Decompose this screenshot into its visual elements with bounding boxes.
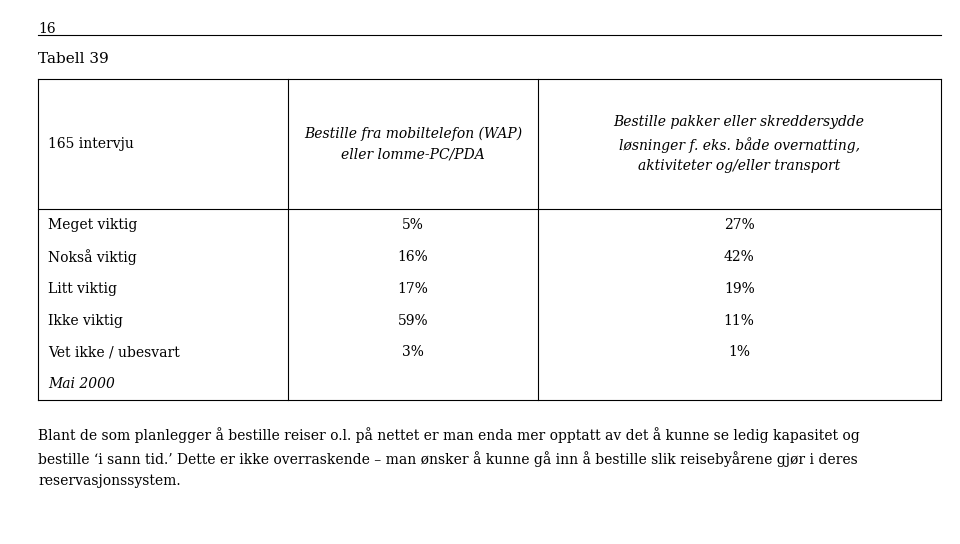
- Text: 165 intervju: 165 intervju: [48, 137, 133, 151]
- Text: 27%: 27%: [724, 218, 755, 232]
- Text: Litt viktig: Litt viktig: [48, 282, 117, 296]
- Text: 16%: 16%: [397, 250, 428, 264]
- Text: Vet ikke / ubesvart: Vet ikke / ubesvart: [48, 345, 180, 359]
- Text: 11%: 11%: [724, 313, 755, 327]
- Text: 17%: 17%: [397, 282, 428, 296]
- Text: Meget viktig: Meget viktig: [48, 218, 137, 232]
- Text: Ikke viktig: Ikke viktig: [48, 313, 123, 327]
- Text: 16: 16: [38, 22, 56, 36]
- Text: 19%: 19%: [724, 282, 755, 296]
- Text: 1%: 1%: [729, 345, 750, 359]
- Text: Mai 2000: Mai 2000: [48, 377, 115, 391]
- Text: Bestille fra mobiltelefon (WAP)
eller lomme-PC/PDA: Bestille fra mobiltelefon (WAP) eller lo…: [303, 127, 522, 162]
- Text: Tabell 39: Tabell 39: [38, 52, 109, 66]
- Text: Blant de som planlegger å bestille reiser o.l. på nettet er man enda mer opptatt: Blant de som planlegger å bestille reise…: [38, 427, 860, 489]
- Text: 42%: 42%: [724, 250, 755, 264]
- Text: Bestille pakker eller skreddersydde
løsninger f. eks. både overnatting,
aktivite: Bestille pakker eller skreddersydde løsn…: [613, 115, 865, 173]
- Text: 3%: 3%: [402, 345, 423, 359]
- Text: 5%: 5%: [402, 218, 423, 232]
- Text: Nokså viktig: Nokså viktig: [48, 249, 136, 265]
- Text: 59%: 59%: [397, 313, 428, 327]
